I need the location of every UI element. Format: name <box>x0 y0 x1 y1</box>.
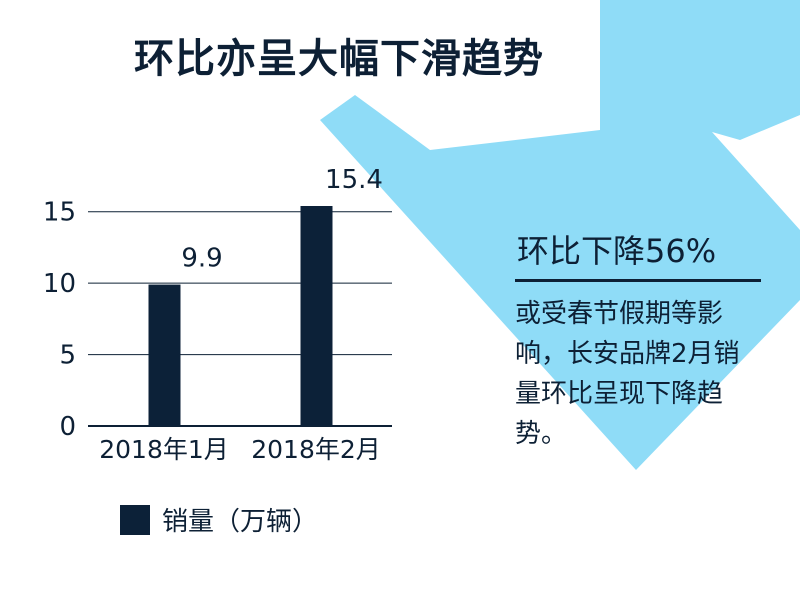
x-tick-label: 2018年1月 <box>99 435 229 464</box>
legend-swatch <box>120 504 150 535</box>
page-title: 环比亦呈大幅下滑趋势 <box>134 36 544 82</box>
headline-underline <box>515 279 761 282</box>
data-labels: 9.9 15.4 <box>181 165 383 274</box>
data-label: 15.4 <box>325 165 383 195</box>
bar <box>300 206 333 426</box>
y-tick-label: 5 <box>59 341 76 371</box>
bar <box>148 284 181 426</box>
arrow-shape <box>320 0 800 470</box>
side-description: 或受春节假期等影响，长安品牌2月销量环比呈现下降趋势。 <box>515 299 740 449</box>
y-axis-ticks: 0 5 10 15 <box>43 198 76 442</box>
x-axis-labels: 2018年1月 2018年2月 <box>99 435 381 464</box>
x-tick-label: 2018年2月 <box>251 435 381 464</box>
y-tick-label: 15 <box>43 198 76 228</box>
chart-gridlines <box>88 211 392 427</box>
y-tick-label: 10 <box>43 269 76 299</box>
data-label: 9.9 <box>181 244 222 274</box>
chart-legend: 销量（万辆） <box>120 501 318 538</box>
y-tick-label: 0 <box>59 412 76 442</box>
chart-bars <box>148 206 333 426</box>
side-headline: 环比下降56% <box>517 232 717 270</box>
legend-label: 销量（万辆） <box>162 507 319 537</box>
